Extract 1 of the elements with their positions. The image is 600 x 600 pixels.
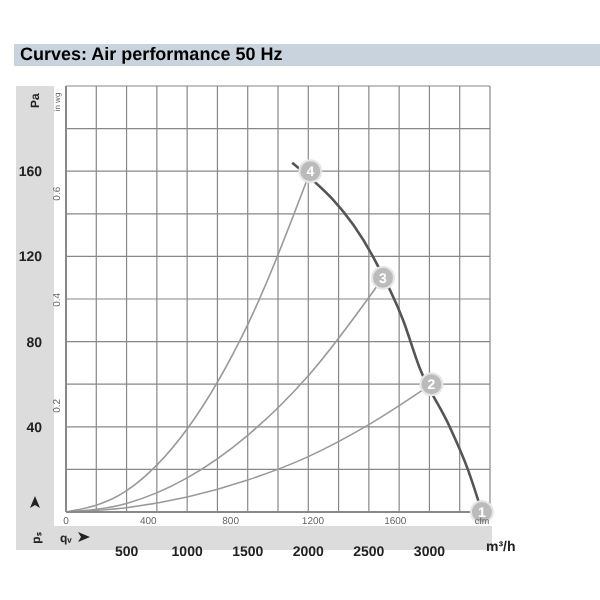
chart-title: Curves: Air performance 50 Hz (14, 44, 600, 66)
